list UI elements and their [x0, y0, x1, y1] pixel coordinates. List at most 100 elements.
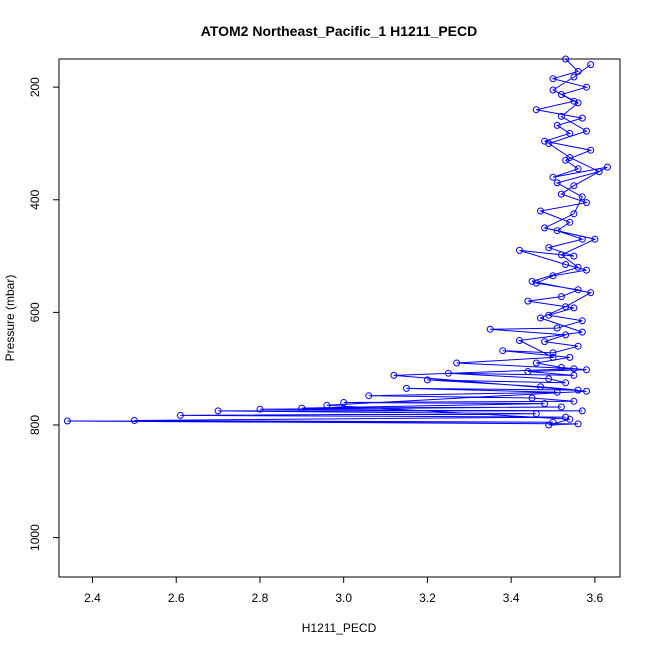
- data-point: [578, 193, 586, 201]
- data-point: [390, 371, 398, 379]
- data-point: [570, 210, 578, 218]
- data-point: [587, 146, 595, 154]
- y-tick-label: 1000: [28, 524, 42, 551]
- data-point: [570, 397, 578, 405]
- y-axis-label: Pressure (mbar): [3, 275, 17, 362]
- data-point: [574, 99, 582, 107]
- y-tick-label: 800: [28, 415, 42, 435]
- data-point: [256, 405, 264, 413]
- x-tick-label: 2.4: [84, 591, 101, 605]
- data-point: [528, 277, 536, 285]
- x-axis: 2.4 2.6 2.8 3.0 3.2 3.4 3.6: [84, 577, 604, 605]
- data-point: [537, 314, 544, 322]
- data-point: [570, 365, 578, 373]
- x-tick-label: 2.6: [168, 591, 185, 605]
- data-point: [574, 165, 582, 173]
- data-point: [566, 353, 574, 361]
- data-point: [553, 121, 561, 129]
- data-point: [549, 75, 557, 83]
- data-point: [549, 86, 557, 94]
- data-point: [574, 386, 582, 394]
- data-point: [532, 279, 540, 287]
- data-point: [499, 347, 507, 355]
- data-point: [340, 399, 348, 406]
- data-point: [553, 179, 561, 187]
- data-point: [537, 207, 544, 215]
- data-point: [562, 413, 570, 421]
- data-point: [553, 227, 561, 235]
- data-point: [583, 387, 590, 395]
- data-point: [578, 114, 586, 122]
- chart-title: ATOM2 Northeast_Pacific_1 H1211_PECD: [201, 23, 478, 39]
- data-point: [578, 328, 586, 336]
- data-point: [570, 73, 578, 81]
- data-point: [545, 140, 553, 147]
- data-point: [574, 263, 582, 271]
- data-point: [557, 91, 565, 98]
- data-point: [570, 371, 578, 379]
- data-point: [603, 163, 611, 171]
- data-point: [574, 286, 582, 294]
- data-point: [528, 394, 536, 402]
- data-point: [453, 359, 461, 367]
- data-point: [541, 224, 549, 232]
- data-point: [486, 325, 494, 333]
- data-point: [570, 252, 578, 260]
- data-point: [583, 199, 590, 207]
- data-point: [587, 289, 595, 297]
- data-point: [562, 261, 570, 268]
- data-point: [423, 376, 431, 384]
- y-tick-label: 600: [28, 302, 42, 322]
- data-point: [365, 392, 373, 400]
- data-point: [176, 411, 184, 419]
- data-point: [574, 342, 582, 350]
- data-point: [574, 67, 582, 75]
- data-point: [541, 137, 549, 145]
- data-point: [566, 129, 574, 137]
- data-point: [444, 369, 452, 377]
- x-tick-label: 3.0: [335, 591, 352, 605]
- data-point: [557, 112, 565, 120]
- data-point: [516, 337, 523, 344]
- data-point: [298, 404, 306, 412]
- data-point: [549, 173, 557, 181]
- data-point: [403, 384, 410, 392]
- x-tick-label: 3.4: [503, 591, 520, 605]
- data-point: [545, 244, 553, 252]
- data-point: [587, 61, 595, 69]
- data-point: [583, 83, 590, 91]
- x-tick-label: 2.8: [252, 591, 269, 605]
- y-axis: 200 400 600 800 1000: [28, 77, 59, 551]
- data-point: [578, 235, 586, 243]
- y-tick-label: 400: [28, 189, 42, 209]
- data-point: [566, 218, 574, 226]
- data-point: [557, 251, 565, 259]
- data-point: [549, 353, 557, 361]
- data-point: [553, 324, 561, 332]
- plot-frame: [58, 58, 621, 578]
- data-point: [532, 359, 540, 367]
- data-point: [532, 410, 540, 418]
- data-point: [595, 168, 603, 176]
- data-point: [562, 331, 570, 339]
- data-point: [214, 407, 222, 415]
- data-point: [545, 375, 553, 383]
- data-point: [516, 246, 523, 254]
- data-point: [537, 383, 544, 391]
- data-point: [562, 55, 570, 63]
- data-point: [532, 106, 540, 114]
- x-axis-label: H1211_PECD: [302, 621, 377, 635]
- data-point: [570, 304, 578, 312]
- data-point: [541, 400, 549, 408]
- data-point: [570, 97, 578, 105]
- data-point: [557, 364, 565, 371]
- data-point: [549, 272, 557, 280]
- data-point: [557, 403, 565, 411]
- x-tick-label: 3.6: [587, 591, 604, 605]
- data-point: [566, 415, 574, 423]
- data-point: [541, 338, 549, 346]
- series-line: [67, 58, 608, 426]
- data-point: [562, 303, 570, 311]
- data-point: [566, 154, 574, 161]
